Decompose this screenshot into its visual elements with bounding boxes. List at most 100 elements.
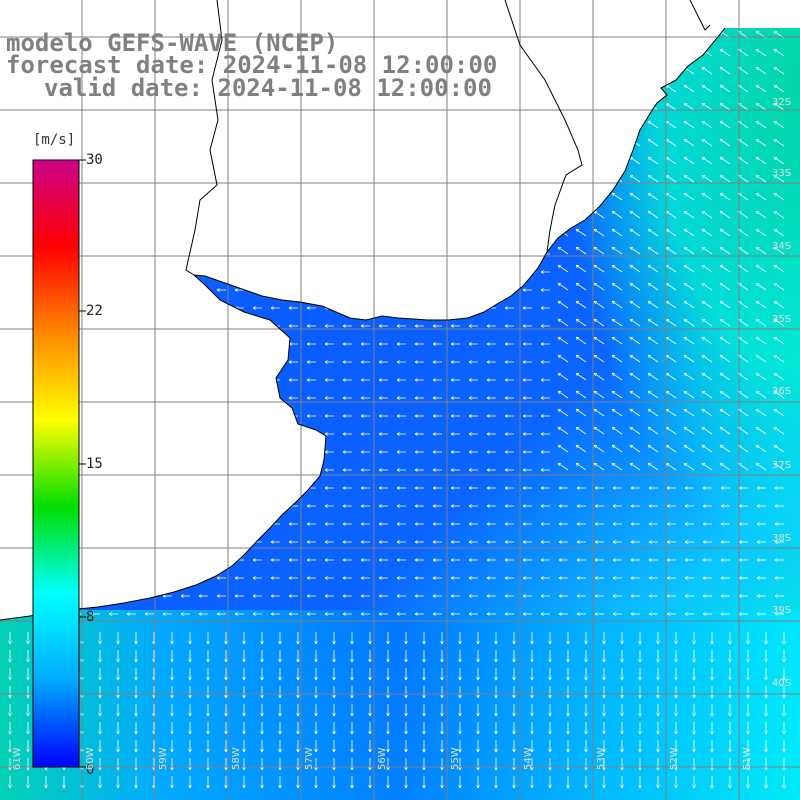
wind-arrow: [683, 300, 695, 309]
wind-arrow: [602, 758, 606, 771]
wind-arrow: [593, 444, 605, 453]
wind-arrow: [360, 414, 370, 418]
wind-arrow: [774, 486, 784, 490]
wind-arrow: [656, 632, 660, 645]
wind-arrow: [764, 668, 768, 681]
wind-arrow: [288, 396, 298, 400]
wind-arrow: [360, 432, 370, 436]
wind-arrow: [756, 504, 766, 508]
wind-arrow: [548, 668, 552, 681]
wind-arrow: [324, 468, 334, 472]
wind-arrow: [332, 776, 336, 789]
wind-arrow: [755, 174, 767, 183]
wind-arrow: [647, 246, 659, 255]
wind-arrow: [558, 612, 568, 616]
wind-arrow: [314, 740, 318, 753]
wind-arrow: [773, 102, 785, 111]
wind-arrow: [332, 686, 336, 699]
wind-arrow: [756, 558, 766, 562]
wind-arrow: [8, 704, 12, 717]
wind-arrow: [755, 354, 767, 363]
wind-arrow: [504, 522, 514, 526]
wind-arrow: [180, 594, 190, 598]
wind-arrow: [224, 632, 228, 645]
wind-arrow: [494, 776, 498, 789]
wind-arrow: [404, 668, 408, 681]
wind-arrow: [360, 324, 370, 328]
wind-arrow: [611, 264, 623, 273]
wind-arrow: [504, 450, 514, 454]
longitude-label: 52W: [669, 747, 680, 770]
wind-arrow: [540, 342, 550, 346]
wind-arrow: [440, 776, 444, 789]
wind-arrow: [611, 372, 623, 381]
wind-arrow: [342, 540, 352, 544]
wind-arrow: [692, 776, 696, 789]
wind-arrow: [224, 758, 228, 771]
wind-arrow: [782, 722, 786, 735]
wind-arrow: [188, 722, 192, 735]
wind-arrow: [314, 758, 318, 771]
wind-arrow: [278, 668, 282, 681]
wind-arrow: [476, 686, 480, 699]
wind-arrow: [701, 390, 713, 399]
wind-arrow: [647, 462, 659, 471]
wind-arrow: [584, 704, 588, 717]
wind-arrow: [584, 758, 588, 771]
wind-arrow: [116, 632, 120, 645]
wind-arrow: [324, 378, 334, 382]
wind-arrow: [540, 612, 550, 616]
wind-arrow: [530, 776, 534, 789]
wind-arrow: [350, 776, 354, 789]
wind-arrow: [719, 372, 731, 381]
wind-arrow: [728, 740, 732, 753]
wind-arrow: [342, 468, 352, 472]
wind-arrow: [522, 468, 532, 472]
wind-arrow: [575, 300, 587, 309]
wind-arrow: [656, 722, 660, 735]
wind-arrow: [180, 612, 190, 616]
wind-arrow: [602, 704, 606, 717]
wind-arrow: [764, 704, 768, 717]
wind-arrow: [558, 522, 568, 526]
wind-arrow: [224, 686, 228, 699]
wind-arrow: [566, 722, 570, 735]
wind-arrow: [468, 486, 478, 490]
wind-arrow: [522, 378, 532, 382]
wind-arrow: [494, 650, 498, 663]
wind-arrow: [170, 650, 174, 663]
wind-arrow: [674, 704, 678, 717]
wind-arrow: [774, 504, 784, 508]
colorbar: [32, 159, 86, 768]
wind-arrow: [306, 504, 316, 508]
wind-arrow: [629, 354, 641, 363]
wind-arrow: [368, 704, 372, 717]
wind-arrow: [432, 576, 442, 580]
wind-arrow: [773, 66, 785, 75]
wind-arrow: [324, 342, 334, 346]
wind-arrow: [476, 740, 480, 753]
wind-arrow: [530, 632, 534, 645]
longitude-label: 58W: [231, 747, 242, 770]
wind-arrow: [611, 192, 623, 201]
longitude-label: 53W: [596, 747, 607, 770]
wind-arrow: [755, 102, 767, 111]
wind-arrow: [719, 408, 731, 417]
longitude-label: 59W: [158, 747, 169, 770]
wind-arrow: [692, 704, 696, 717]
wind-arrow: [504, 504, 514, 508]
wind-arrow: [746, 776, 750, 789]
wind-arrow: [306, 558, 316, 562]
wind-arrow: [288, 522, 298, 526]
wind-arrow: [647, 372, 659, 381]
wind-arrow: [782, 776, 786, 789]
wind-arrow: [450, 324, 460, 328]
wind-arrow: [288, 324, 298, 328]
wind-arrow: [764, 722, 768, 735]
wind-arrow: [332, 650, 336, 663]
latitude-label: 40S: [772, 678, 792, 689]
wind-arrow: [702, 612, 712, 616]
wind-arrow: [683, 372, 695, 381]
wind-arrow: [576, 558, 586, 562]
wind-arrow: [404, 776, 408, 789]
